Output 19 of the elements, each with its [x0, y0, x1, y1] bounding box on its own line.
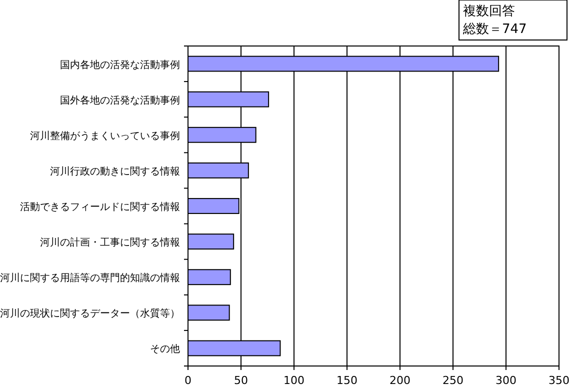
y-tick-label: 河川の現状に関するデーター（水質等） — [0, 308, 180, 320]
x-tick-label: 50 — [234, 374, 248, 387]
y-tick-label: 河川整備がうまくいっている事例 — [30, 130, 180, 142]
text: 複数回答 — [463, 4, 515, 19]
y-tick-label: 河川の計画・工事に関する情報 — [40, 236, 180, 249]
x-tick-label: 150 — [336, 374, 358, 387]
x-tick-label: 250 — [442, 374, 464, 387]
x-tick-label: 100 — [284, 374, 304, 387]
y-tick-label: 河川に関する用語等の専門的知識の情報 — [0, 272, 180, 284]
y-tick-label: 河川行政の動きに関する情報 — [50, 165, 180, 178]
y-tick-label: 国外各地の活発な活動事例 — [60, 94, 180, 106]
x-tick-label: 300 — [496, 374, 516, 387]
y-tick-label: 国内各地の活発な活動事例 — [60, 58, 180, 71]
y-tick-label: 活動できるフィールドに関する情報 — [20, 201, 180, 213]
y-tick-label: その他 — [150, 343, 180, 356]
x-tick-label: 350 — [548, 374, 569, 387]
text: 総数＝747 — [462, 22, 527, 37]
x-tick-label: 200 — [390, 374, 410, 387]
x-tick-label: 0 — [184, 374, 192, 387]
